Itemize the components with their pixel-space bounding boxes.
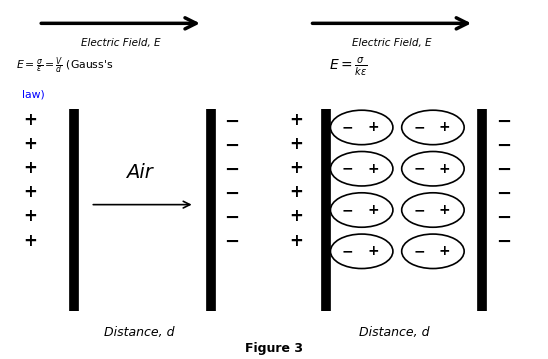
Text: +: + (289, 232, 303, 250)
Text: −: − (224, 233, 239, 251)
Text: Electric Field, E: Electric Field, E (352, 38, 432, 48)
Text: $E = \frac{\sigma}{k\varepsilon}$: $E = \frac{\sigma}{k\varepsilon}$ (329, 56, 368, 78)
Text: −: − (496, 233, 512, 251)
Text: +: + (439, 203, 450, 217)
Text: −: − (224, 209, 239, 227)
Text: $E = \frac{\sigma}{\varepsilon} = \frac{V}{d}$ (Gauss's: $E = \frac{\sigma}{\varepsilon} = \frac{… (16, 56, 114, 77)
Text: +: + (23, 159, 37, 177)
Text: Distance, d: Distance, d (105, 326, 175, 339)
Text: −: − (224, 161, 239, 179)
Text: −: − (496, 209, 512, 227)
Text: +: + (368, 244, 379, 258)
Text: +: + (439, 121, 450, 134)
Text: −: − (342, 162, 353, 176)
Text: Air: Air (127, 163, 153, 182)
Text: −: − (342, 121, 353, 134)
Text: +: + (368, 121, 379, 134)
Text: +: + (289, 111, 303, 129)
Text: −: − (224, 185, 239, 203)
Text: Electric Field, E: Electric Field, E (81, 38, 161, 48)
Text: +: + (368, 203, 379, 217)
Text: −: − (413, 121, 425, 134)
Text: −: − (413, 244, 425, 258)
Text: +: + (23, 183, 37, 201)
Text: −: − (496, 113, 512, 131)
Text: +: + (23, 135, 37, 153)
Text: Distance, d: Distance, d (359, 326, 430, 339)
Text: +: + (289, 183, 303, 201)
Text: +: + (368, 162, 379, 176)
Text: −: − (342, 203, 353, 217)
Text: −: − (224, 137, 239, 155)
Text: +: + (289, 208, 303, 225)
Text: +: + (439, 244, 450, 258)
Text: +: + (439, 162, 450, 176)
Text: −: − (496, 137, 512, 155)
Text: −: − (342, 244, 353, 258)
Text: +: + (23, 208, 37, 225)
Text: Figure 3: Figure 3 (245, 342, 303, 355)
Text: +: + (289, 135, 303, 153)
Text: law): law) (22, 90, 45, 100)
Text: −: − (496, 161, 512, 179)
Text: +: + (23, 111, 37, 129)
Text: +: + (289, 159, 303, 177)
Text: −: − (224, 113, 239, 131)
Text: +: + (23, 232, 37, 250)
Text: −: − (413, 162, 425, 176)
Text: −: − (496, 185, 512, 203)
Text: −: − (413, 203, 425, 217)
